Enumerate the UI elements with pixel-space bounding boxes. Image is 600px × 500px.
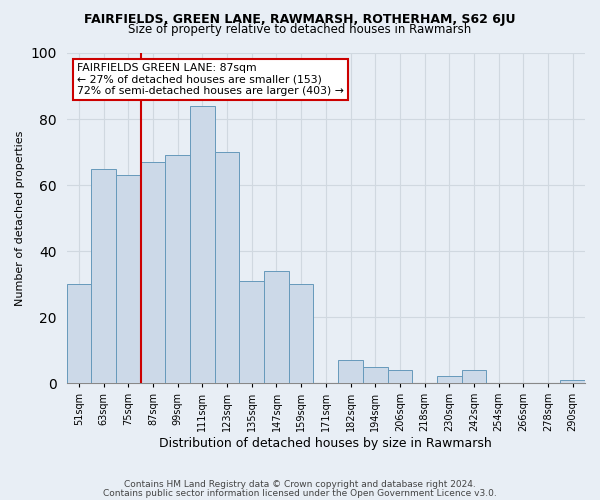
Bar — [437, 376, 461, 383]
Bar — [264, 271, 289, 383]
Text: Contains HM Land Registry data © Crown copyright and database right 2024.: Contains HM Land Registry data © Crown c… — [124, 480, 476, 489]
Bar — [363, 366, 388, 383]
Bar — [91, 168, 116, 383]
Text: Size of property relative to detached houses in Rawmarsh: Size of property relative to detached ho… — [128, 22, 472, 36]
Bar — [388, 370, 412, 383]
Bar — [461, 370, 486, 383]
Bar — [190, 106, 215, 383]
Bar — [289, 284, 313, 383]
Bar — [166, 156, 190, 383]
Bar — [67, 284, 91, 383]
Bar — [239, 280, 264, 383]
X-axis label: Distribution of detached houses by size in Rawmarsh: Distribution of detached houses by size … — [160, 437, 492, 450]
Y-axis label: Number of detached properties: Number of detached properties — [15, 130, 25, 306]
Bar — [560, 380, 585, 383]
Bar — [116, 175, 141, 383]
Bar — [338, 360, 363, 383]
Text: FAIRFIELDS GREEN LANE: 87sqm
← 27% of detached houses are smaller (153)
72% of s: FAIRFIELDS GREEN LANE: 87sqm ← 27% of de… — [77, 63, 344, 96]
Text: FAIRFIELDS, GREEN LANE, RAWMARSH, ROTHERHAM, S62 6JU: FAIRFIELDS, GREEN LANE, RAWMARSH, ROTHER… — [84, 12, 516, 26]
Text: Contains public sector information licensed under the Open Government Licence v3: Contains public sector information licen… — [103, 488, 497, 498]
Bar — [215, 152, 239, 383]
Bar — [141, 162, 166, 383]
